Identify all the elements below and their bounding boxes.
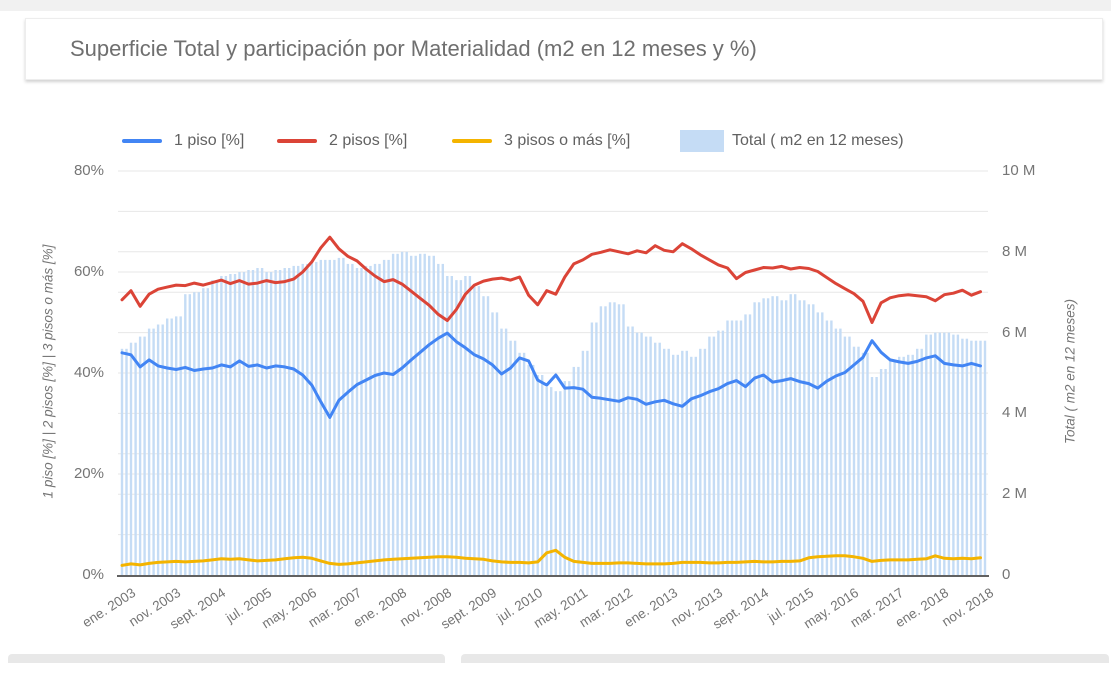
right-axis-tick-label: 0 (1002, 566, 1011, 583)
legend-line-swatch (452, 139, 492, 143)
legend-label: 1 piso [%] (174, 132, 245, 149)
legend-line-swatch (277, 139, 317, 143)
left-axis-tick-label: 40% (73, 364, 104, 381)
left-axis-tick-label: 0% (82, 566, 104, 583)
legend-label: Total ( m2 en 12 meses) (732, 132, 904, 149)
right-axis-tick-label: 10 M (1002, 162, 1036, 179)
series-3-pisos-o-m-s- (120, 548, 982, 567)
series-2-pisos- (120, 235, 982, 324)
legend-item-1-piso-[interactable]: 1 piso [%] (122, 129, 244, 153)
left-axis-tick-label: 20% (73, 465, 104, 482)
bottom-card-right (461, 654, 1109, 663)
legend-label: 3 pisos o más [%] (504, 132, 631, 149)
right-axis-tick-label: 8 M (1002, 242, 1028, 260)
left-axis-tick-label: 80% (73, 162, 104, 179)
right-axis-tick-label: 2 M (1002, 485, 1028, 503)
chart-plot-area[interactable] (0, 100, 1111, 655)
legend-label: 2 pisos [%] (329, 132, 408, 149)
legend-item-3-pisos-o-m-s-[interactable]: 3 pisos o más [%] (452, 129, 630, 153)
bottom-card-left (8, 654, 445, 663)
series-total-bars (120, 251, 987, 576)
page-title: Superficie Total y participación por Mat… (70, 36, 757, 61)
legend-box-swatch (680, 130, 724, 152)
top-strip (0, 0, 1111, 11)
right-axis-tick-label: 6 M (1002, 323, 1028, 341)
legend-line-swatch (122, 139, 162, 143)
series-1-piso- (120, 331, 982, 419)
right-axis-tick-label: 4 M (1002, 404, 1028, 422)
legend-item-total-m2-en-12-meses-[interactable]: Total ( m2 en 12 meses) (680, 129, 904, 153)
chart-title-card: Superficie Total y participación por Mat… (25, 18, 1103, 80)
legend-item-2-pisos-[interactable]: 2 pisos [%] (277, 129, 407, 153)
left-axis-tick-label: 60% (73, 263, 104, 280)
